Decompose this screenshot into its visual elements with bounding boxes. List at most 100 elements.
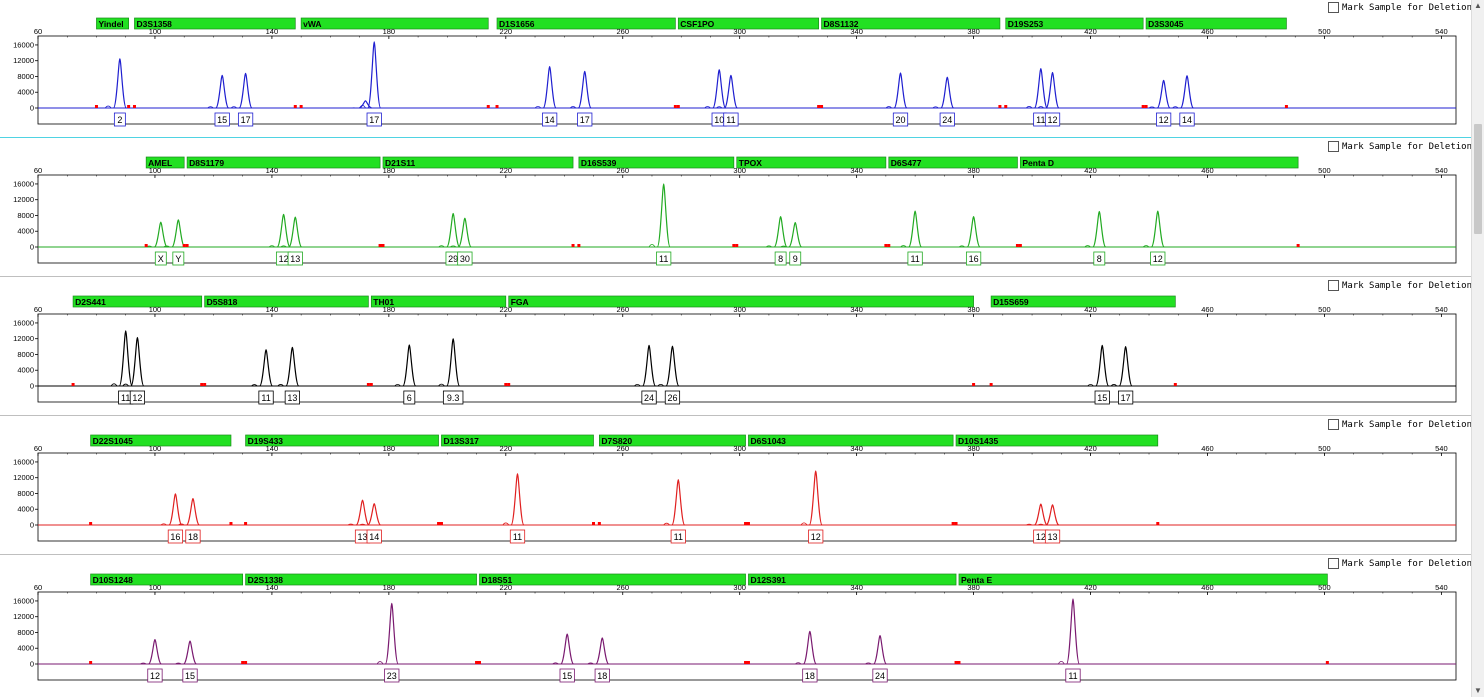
allele-call-label[interactable]: 13: [1044, 529, 1061, 544]
allele-call-box[interactable]: [1118, 390, 1134, 405]
allele-call-box[interactable]: [366, 112, 382, 127]
locus-marker-rect[interactable]: [748, 573, 957, 586]
allele-peak[interactable]: [259, 349, 274, 387]
allele-call-box[interactable]: [113, 112, 126, 127]
allele-call-label[interactable]: 24: [872, 668, 888, 683]
allele-peak[interactable]: [723, 74, 738, 109]
locus-marker-rect[interactable]: [599, 434, 746, 447]
allele-call-label[interactable]: 17: [366, 112, 382, 127]
allele-peak[interactable]: [402, 344, 417, 387]
locus-marker-rect[interactable]: [90, 434, 232, 447]
allele-call-box[interactable]: [774, 251, 787, 266]
mark-sample-checkbox[interactable]: [1327, 419, 1339, 430]
locus-marker-rect[interactable]: [578, 156, 735, 169]
locus-marker-bar[interactable]: D18S51: [479, 573, 746, 586]
allele-call-box[interactable]: [1044, 112, 1061, 127]
allele-peak[interactable]: [367, 503, 382, 526]
locus-marker-rect[interactable]: [186, 156, 381, 169]
allele-call-label[interactable]: 11: [723, 112, 739, 127]
allele-call-label[interactable]: 11: [258, 390, 274, 405]
locus-marker-rect[interactable]: [204, 295, 369, 308]
allele-call-box[interactable]: [907, 251, 923, 266]
allele-peak[interactable]: [367, 41, 382, 109]
allele-call-box[interactable]: [1094, 390, 1110, 405]
allele-call-box[interactable]: [965, 251, 982, 266]
allele-call-label[interactable]: 15: [182, 668, 198, 683]
locus-marker-bar[interactable]: Penta D: [1020, 156, 1299, 169]
locus-marker-bar[interactable]: D19S253: [1005, 17, 1144, 30]
allele-call-box[interactable]: [403, 390, 416, 405]
allele-call-box[interactable]: [808, 529, 824, 544]
locus-marker-rect[interactable]: [677, 17, 819, 30]
allele-call-label[interactable]: 12: [147, 668, 163, 683]
allele-call-label[interactable]: 2: [113, 112, 126, 127]
scroll-thumb[interactable]: [1474, 124, 1482, 234]
allele-peak[interactable]: [276, 213, 291, 248]
locus-marker-bar[interactable]: D8S1132: [821, 17, 1001, 30]
allele-call-box[interactable]: [1093, 251, 1106, 266]
allele-call-label[interactable]: 12: [1150, 251, 1166, 266]
allele-call-label[interactable]: 18: [802, 668, 818, 683]
allele-call-label[interactable]: 20: [892, 112, 909, 127]
allele-call-box[interactable]: [802, 668, 818, 683]
allele-peak[interactable]: [1118, 345, 1133, 387]
allele-call-label[interactable]: 17: [237, 112, 254, 127]
locus-marker-bar[interactable]: D1S1656: [496, 17, 676, 30]
allele-peak[interactable]: [1065, 598, 1080, 665]
locus-marker-rect[interactable]: [748, 434, 954, 447]
allele-call-box[interactable]: [154, 251, 167, 266]
allele-call-box[interactable]: [789, 251, 802, 266]
scroll-down-arrow-icon[interactable]: ▼: [1474, 686, 1482, 695]
allele-call-label[interactable]: 11: [1065, 668, 1081, 683]
locus-marker-bar[interactable]: D2S441: [72, 295, 203, 308]
locus-marker-rect[interactable]: [1145, 17, 1287, 30]
allele-call-box[interactable]: [939, 112, 955, 127]
allele-peak[interactable]: [384, 602, 399, 665]
locus-marker-bar[interactable]: TPOX: [736, 156, 887, 169]
allele-peak[interactable]: [446, 338, 461, 387]
locus-marker-bar[interactable]: Penta E: [958, 573, 1328, 586]
mark-sample-checkbox-row[interactable]: Mark Sample for Deletion: [1327, 419, 1472, 430]
allele-call-box[interactable]: [1179, 112, 1195, 127]
allele-call-label[interactable]: 12: [1044, 112, 1061, 127]
allele-call-label[interactable]: 24: [939, 112, 955, 127]
locus-marker-rect[interactable]: [145, 156, 185, 169]
locus-marker-bar[interactable]: D2S1338: [245, 573, 477, 586]
locus-marker-bar[interactable]: D3S1358: [134, 17, 296, 30]
allele-call-label[interactable]: 12: [808, 529, 824, 544]
allele-peak[interactable]: [665, 345, 680, 387]
allele-call-label[interactable]: 17: [577, 112, 593, 127]
allele-peak[interactable]: [1092, 210, 1107, 248]
allele-call-label[interactable]: 26: [664, 390, 681, 405]
allele-call-box[interactable]: [1156, 112, 1172, 127]
allele-call-box[interactable]: [366, 529, 382, 544]
allele-peak[interactable]: [130, 336, 145, 387]
locus-marker-bar[interactable]: FGA: [508, 295, 974, 308]
locus-marker-rect[interactable]: [508, 295, 974, 308]
locus-marker-bar[interactable]: Yindel: [96, 17, 129, 30]
allele-call-label[interactable]: 17: [1118, 390, 1134, 405]
locus-marker-bar[interactable]: D10S1248: [90, 573, 244, 586]
allele-peak[interactable]: [908, 210, 923, 248]
allele-peak[interactable]: [147, 638, 162, 665]
allele-peak[interactable]: [940, 76, 955, 109]
locus-marker-rect[interactable]: [245, 434, 439, 447]
allele-peak[interactable]: [712, 69, 727, 109]
locus-marker-rect[interactable]: [96, 17, 129, 30]
allele-call-label[interactable]: 24: [641, 390, 657, 405]
allele-peak[interactable]: [642, 344, 657, 387]
allele-peak[interactable]: [577, 70, 592, 109]
allele-call-box[interactable]: [892, 112, 909, 127]
locus-marker-rect[interactable]: [134, 17, 296, 30]
allele-call-box[interactable]: [872, 668, 888, 683]
allele-call-box[interactable]: [185, 529, 201, 544]
allele-call-box[interactable]: [542, 112, 558, 127]
allele-peak[interactable]: [893, 72, 908, 109]
mark-sample-checkbox[interactable]: [1327, 141, 1339, 152]
allele-call-box[interactable]: [509, 529, 526, 544]
allele-call-label[interactable]: 14: [366, 529, 382, 544]
mark-sample-checkbox[interactable]: [1327, 280, 1339, 291]
locus-marker-rect[interactable]: [821, 17, 1001, 30]
allele-peak[interactable]: [1045, 504, 1060, 526]
allele-call-label[interactable]: 13: [287, 251, 303, 266]
